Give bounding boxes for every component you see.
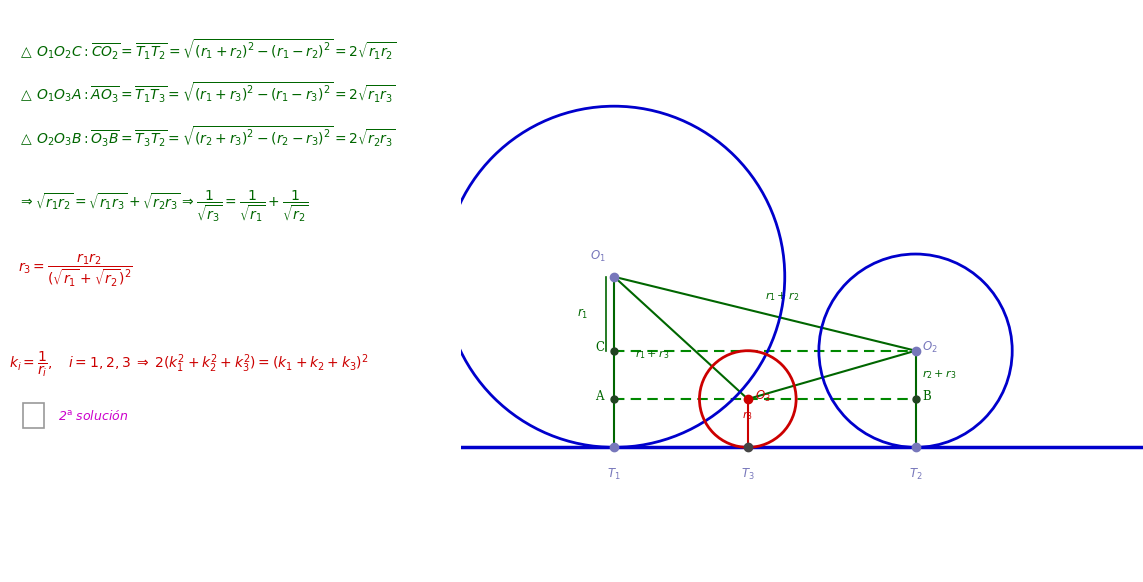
FancyBboxPatch shape (23, 403, 43, 428)
Text: $T_3$: $T_3$ (741, 467, 754, 482)
Text: $O_3$: $O_3$ (754, 389, 770, 404)
Text: $r_1$: $r_1$ (577, 307, 589, 321)
Text: $r_3$: $r_3$ (743, 410, 753, 423)
Text: $T_1$: $T_1$ (607, 467, 621, 482)
Text: $\triangle\, O_2O_3B : \overline{O_3B} = \overline{T_3T_2} = \sqrt{(r_2+r_3)^2-(: $\triangle\, O_2O_3B : \overline{O_3B} =… (18, 125, 397, 149)
Text: A: A (596, 390, 604, 403)
Text: $\triangle\, O_1O_3A : \overline{AO_3} = \overline{T_1T_3} = \sqrt{(r_1+r_3)^2-(: $\triangle\, O_1O_3A : \overline{AO_3} =… (18, 81, 397, 105)
Text: B: B (922, 390, 932, 403)
Text: $r_2+r_3$: $r_2+r_3$ (922, 368, 957, 381)
Text: $\Rightarrow \sqrt{r_1r_2} = \sqrt{r_1r_3} + \sqrt{r_2r_3} \Rightarrow \dfrac{1}: $\Rightarrow \sqrt{r_1r_2} = \sqrt{r_1r_… (18, 189, 309, 225)
Text: $r_1 + r_2$: $r_1 + r_2$ (765, 290, 799, 303)
Text: $k_i = \dfrac{1}{r_i},\quad i=1,2,3 \;\Rightarrow\; 2(k_1^2+k_2^2+k_3^2)=(k_1+k_: $k_i = \dfrac{1}{r_i},\quad i=1,2,3 \;\R… (9, 349, 368, 379)
Text: $r_1+r_3$: $r_1+r_3$ (636, 349, 670, 361)
Text: $r_3 = \dfrac{r_1 r_2}{(\sqrt{r_1}+\sqrt{r_2})^2}$: $r_3 = \dfrac{r_1 r_2}{(\sqrt{r_1}+\sqrt… (18, 252, 133, 289)
Text: 2$^{\rm a}$ solución: 2$^{\rm a}$ solución (57, 409, 128, 423)
Text: $O_2$: $O_2$ (922, 340, 938, 356)
Text: $O_1$: $O_1$ (590, 249, 606, 264)
Text: $T_2$: $T_2$ (909, 467, 922, 482)
Text: C: C (594, 342, 604, 354)
Text: $\triangle\, O_1O_2C : \overline{CO_2} = \overline{T_1T_2} = \sqrt{(r_1+r_2)^2-(: $\triangle\, O_1O_2C : \overline{CO_2} =… (18, 37, 397, 62)
